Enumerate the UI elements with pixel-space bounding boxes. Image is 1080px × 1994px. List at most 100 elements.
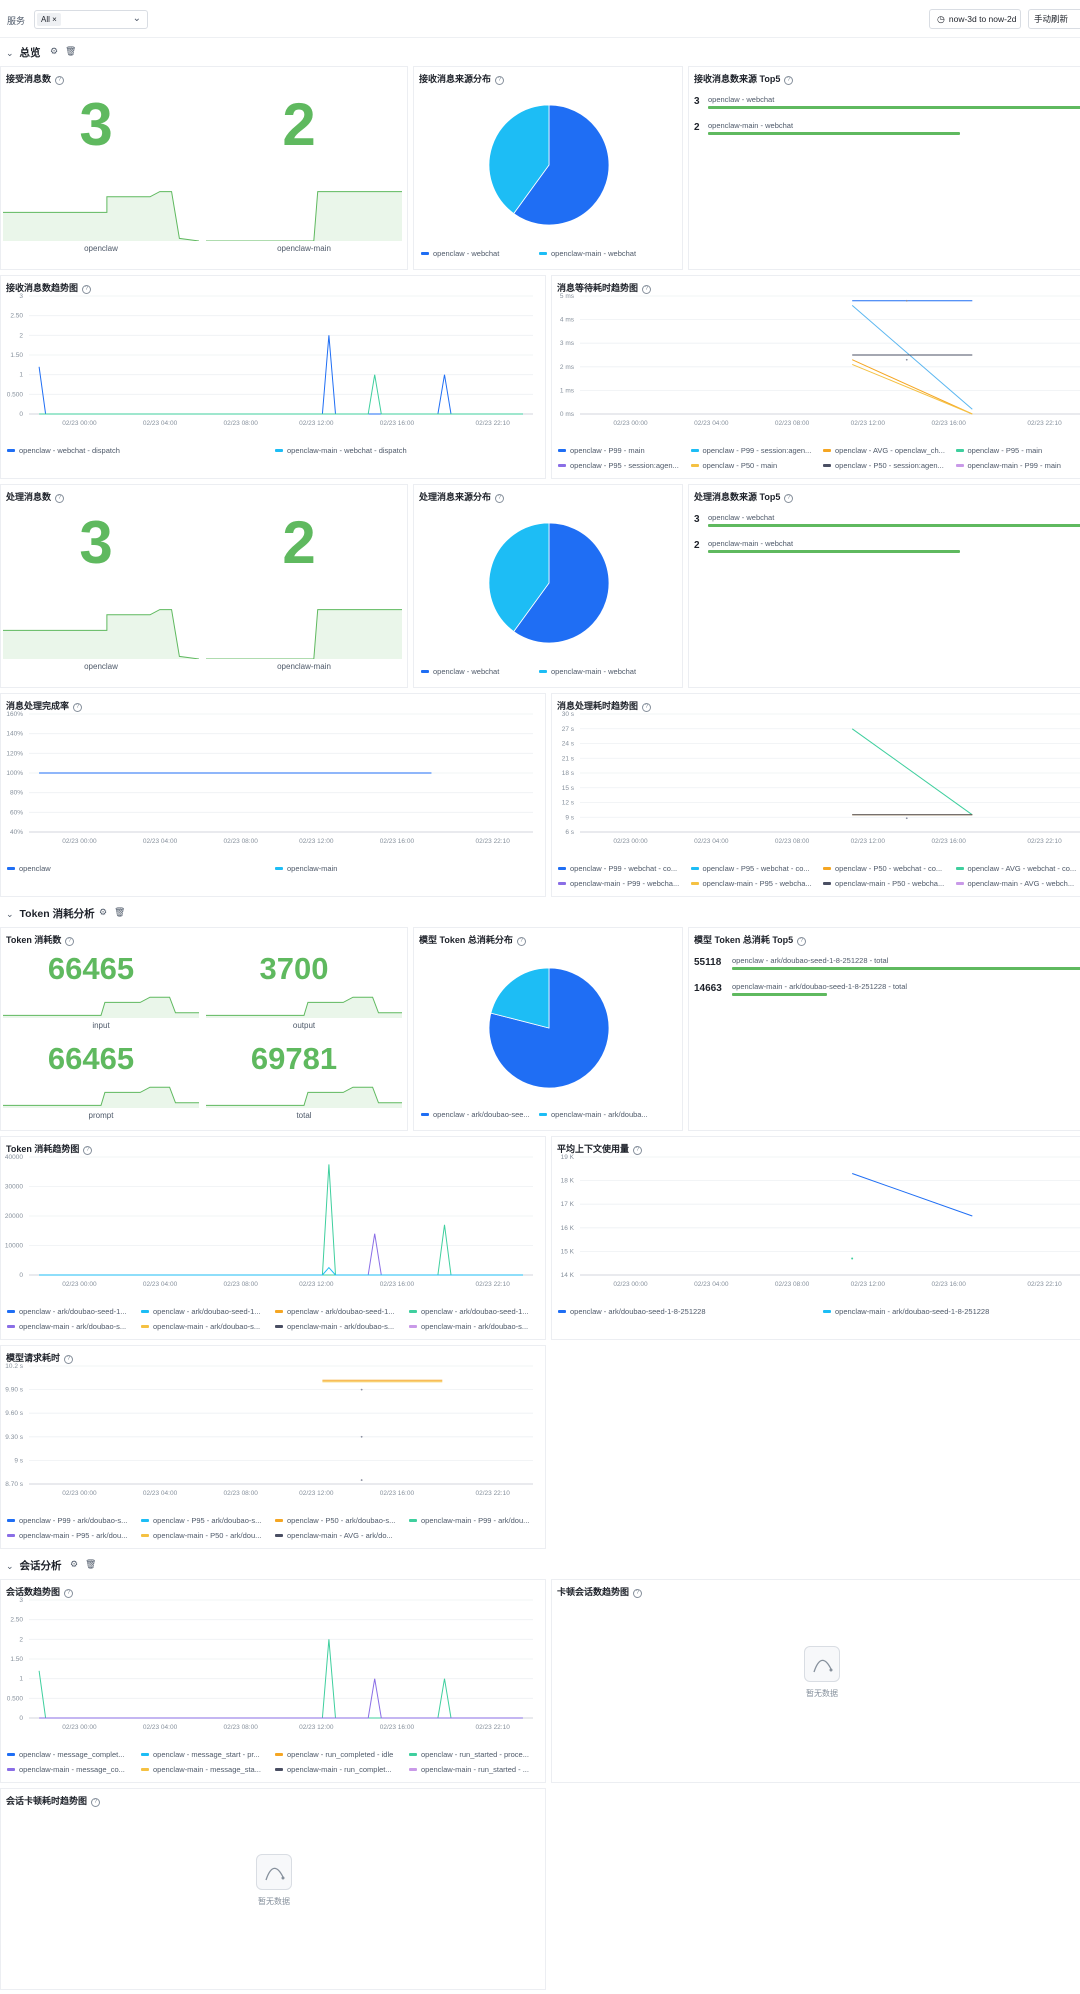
section-session[interactable]: ⌄ 会话分析: [6, 1558, 62, 1573]
top5-row[interactable]: 55118 openclaw - ark/doubao-seed-1-8-2512…: [694, 956, 1080, 973]
help-icon[interactable]: ?: [82, 285, 92, 294]
legend-item[interactable]: openclaw-main - run_complet...: [275, 1765, 392, 1774]
collapse-icon[interactable]: ⌄: [6, 1561, 14, 1571]
legend-item[interactable]: openclaw-main - P99 - webcha...: [558, 879, 679, 888]
legend-item[interactable]: openclaw - ark/doubao-see...: [421, 1110, 530, 1119]
section-overview[interactable]: ⌄ 总览: [6, 45, 41, 60]
help-icon[interactable]: ?: [83, 1146, 93, 1155]
legend-item[interactable]: openclaw - ark/doubao-seed-1-8-251228: [558, 1307, 706, 1316]
legend-item[interactable]: openclaw - P95 - ark/doubao-s...: [141, 1516, 261, 1525]
legend-item[interactable]: openclaw - P50 - main: [690, 461, 777, 470]
chevron-down-icon[interactable]: ⌄: [132, 13, 141, 24]
legend-item[interactable]: openclaw - P95 - main: [955, 446, 1042, 455]
legend-item[interactable]: openclaw - P99 - webchat - co...: [558, 864, 677, 873]
legend-item[interactable]: openclaw - webchat: [421, 249, 499, 258]
help-icon[interactable]: ?: [784, 494, 794, 503]
legend-item[interactable]: openclaw-main - ark/doubao-s...: [409, 1322, 528, 1331]
panel-title: 模型 Token 总消耗分布?: [419, 933, 526, 946]
legend-item[interactable]: openclaw-main - P50 - webcha...: [823, 879, 944, 888]
delete-icon[interactable]: 🗑: [114, 907, 126, 917]
collapse-icon[interactable]: ⌄: [6, 909, 14, 919]
legend-item[interactable]: openclaw-main - ark/doubao-s...: [141, 1322, 260, 1331]
legend-item[interactable]: openclaw - ark/doubao-seed-1...: [141, 1307, 261, 1316]
help-icon[interactable]: ?: [64, 1355, 74, 1364]
legend-item[interactable]: openclaw-main - AVG - webch...: [955, 879, 1074, 888]
legend-item[interactable]: openclaw - P50 - session:agen...: [823, 461, 944, 470]
line-chart: 160% 140% 120% 100% 80% 60% 40% 02/23 00:00 02/2…: [6, 711, 533, 845]
help-icon[interactable]: ?: [495, 494, 505, 503]
help-icon[interactable]: ?: [73, 703, 83, 712]
legend-item[interactable]: openclaw-main - AVG - ark/do...: [275, 1531, 393, 1540]
help-icon[interactable]: ?: [797, 937, 807, 946]
section-token[interactable]: ⌄ Token 消耗分析: [6, 906, 95, 921]
sparkline-area: [3, 609, 199, 659]
help-icon[interactable]: ?: [65, 937, 75, 946]
help-icon[interactable]: ?: [516, 937, 526, 946]
tag-close-icon[interactable]: ×: [52, 15, 57, 24]
legend-item[interactable]: openclaw - ark/doubao-seed-1...: [275, 1307, 395, 1316]
legend-item[interactable]: openclaw - run_started - proce...: [409, 1750, 529, 1759]
y-tick-label: 10000: [5, 1243, 23, 1250]
legend-item[interactable]: openclaw-main - webchat: [539, 249, 636, 258]
legend-item[interactable]: openclaw-main - run_started - ...: [409, 1765, 529, 1774]
legend-item[interactable]: openclaw - P50 - webchat - co...: [823, 864, 942, 873]
legend-item[interactable]: openclaw - P99 - session:agen...: [690, 446, 811, 455]
help-icon[interactable]: ?: [642, 285, 652, 294]
legend-item[interactable]: openclaw-main - P99 - ark/dou...: [409, 1516, 529, 1525]
settings-icon[interactable]: ⚙: [70, 1559, 79, 1569]
legend-item[interactable]: openclaw - P99 - main: [558, 446, 645, 455]
time-range-button[interactable]: ◷ now-3d to now-2d: [929, 9, 1021, 29]
help-icon[interactable]: ?: [91, 1798, 101, 1807]
collapse-icon[interactable]: ⌄: [6, 48, 14, 58]
top5-row[interactable]: 2 openclaw-main - webchat: [694, 539, 1080, 556]
legend-item[interactable]: openclaw - message_start - pr...: [141, 1750, 260, 1759]
legend-item[interactable]: openclaw-main - P99 - main: [955, 461, 1061, 470]
legend-swatch: [955, 464, 964, 467]
service-select[interactable]: All × ⌄: [34, 10, 148, 29]
help-icon[interactable]: ?: [633, 1146, 643, 1155]
legend-item[interactable]: openclaw: [7, 864, 51, 873]
legend-item[interactable]: openclaw - ark/doubao-seed-1...: [409, 1307, 529, 1316]
top5-row[interactable]: 2 openclaw-main - webchat: [694, 121, 1080, 138]
top5-row[interactable]: 3 openclaw - webchat: [694, 513, 1080, 530]
legend-item[interactable]: openclaw-main - ark/douba...: [539, 1110, 648, 1119]
legend-item[interactable]: openclaw - P50 - ark/doubao-s...: [275, 1516, 395, 1525]
legend-item[interactable]: openclaw-main - P95 - webcha...: [690, 879, 812, 888]
legend-item[interactable]: openclaw-main - P95 - ark/dou...: [7, 1531, 127, 1540]
select-tag[interactable]: All ×: [37, 13, 61, 26]
help-icon[interactable]: ?: [633, 1589, 643, 1598]
legend-item[interactable]: openclaw-main - ark/doubao-s...: [7, 1322, 126, 1331]
legend-item[interactable]: openclaw - run_completed - idle: [275, 1750, 393, 1759]
legend-item[interactable]: openclaw-main: [275, 864, 337, 873]
legend-item[interactable]: openclaw - P95 - session:agen...: [558, 461, 679, 470]
help-icon[interactable]: ?: [64, 1589, 74, 1598]
delete-icon[interactable]: 🗑: [65, 46, 77, 56]
legend-item[interactable]: openclaw-main - webchat: [539, 667, 636, 676]
series-line: [39, 1266, 523, 1276]
help-icon[interactable]: ?: [55, 494, 65, 503]
legend-item[interactable]: openclaw - AVG - openclaw_ch...: [823, 446, 945, 455]
legend-item[interactable]: openclaw - webchat: [421, 667, 499, 676]
legend-item[interactable]: openclaw-main - message_co...: [7, 1765, 125, 1774]
help-icon[interactable]: ?: [495, 76, 505, 85]
top5-row[interactable]: 3 openclaw - webchat: [694, 95, 1080, 112]
legend-item[interactable]: openclaw - webchat - dispatch: [7, 446, 120, 455]
refresh-button[interactable]: 手动刷新: [1028, 9, 1080, 29]
legend-item[interactable]: openclaw-main - ark/doubao-seed-1-8-2512…: [823, 1307, 989, 1316]
help-icon[interactable]: ?: [642, 703, 652, 712]
legend-item[interactable]: openclaw - ark/doubao-seed-1...: [7, 1307, 127, 1316]
legend-item[interactable]: openclaw - P99 - ark/doubao-s...: [7, 1516, 127, 1525]
legend-item[interactable]: openclaw-main - message_sta...: [141, 1765, 261, 1774]
legend-item[interactable]: openclaw - AVG - webchat - co...: [955, 864, 1076, 873]
help-icon[interactable]: ?: [784, 76, 794, 85]
delete-icon[interactable]: 🗑: [85, 1559, 97, 1569]
legend-item[interactable]: openclaw-main - ark/doubao-s...: [275, 1322, 394, 1331]
settings-icon[interactable]: ⚙: [99, 907, 108, 917]
top5-row[interactable]: 14663 openclaw-main - ark/doubao-seed-1-8…: [694, 982, 1080, 999]
help-icon[interactable]: ?: [55, 76, 65, 85]
legend-item[interactable]: openclaw-main - P50 - ark/dou...: [141, 1531, 261, 1540]
settings-icon[interactable]: ⚙: [50, 46, 59, 56]
legend-item[interactable]: openclaw-main - webchat - dispatch: [275, 446, 407, 455]
legend-item[interactable]: openclaw - P95 - webchat - co...: [690, 864, 810, 873]
legend-item[interactable]: openclaw - message_complet...: [7, 1750, 124, 1759]
